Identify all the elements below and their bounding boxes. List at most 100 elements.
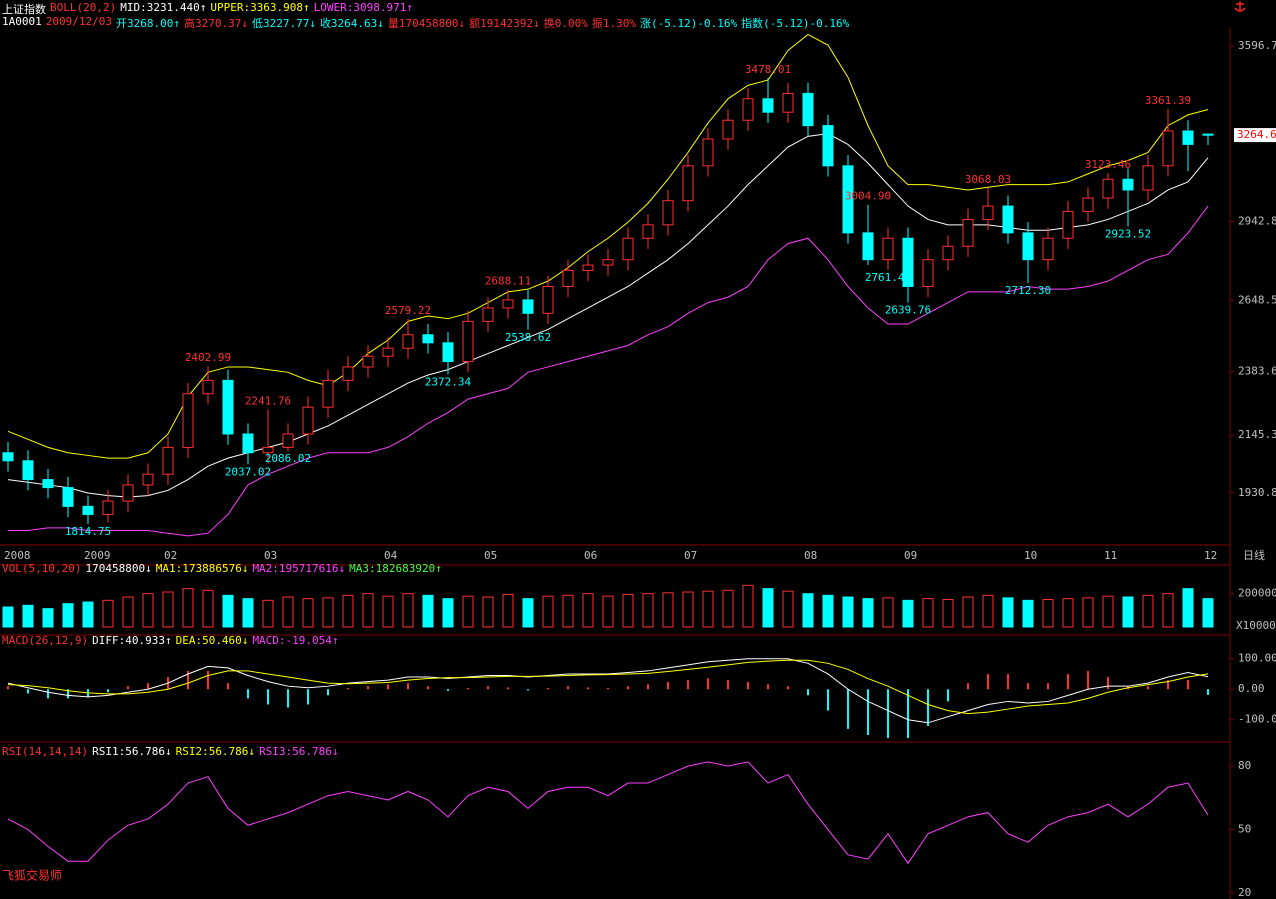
candle-body [722, 119, 734, 140]
volume-bar [182, 588, 194, 628]
x-tick-label: 02 [164, 549, 177, 562]
volume-bar [202, 589, 214, 628]
candle-body [62, 487, 74, 507]
candle-body [282, 433, 294, 448]
volume-bar [522, 598, 534, 628]
candle-body [562, 269, 574, 288]
candle-body [202, 379, 214, 395]
rsi-line [7, 761, 1209, 865]
extreme-label: 2538.62 [505, 331, 551, 344]
extreme-label: 2372.34 [425, 375, 472, 388]
volume-bar [422, 594, 434, 628]
candle-body [482, 307, 494, 322]
candle-body [962, 218, 974, 247]
indicator-header: MACD(26,12,9) DIFF:40.933↑ DEA:50.460↓ MACD… [2, 634, 339, 647]
candle-body [922, 259, 934, 288]
volume-bar [242, 598, 254, 628]
volume-bar [342, 594, 354, 628]
y-tick-label: 200000 [1238, 587, 1276, 600]
header-item: 涨(-5.12)-0.16% [640, 17, 738, 30]
candle-body [222, 379, 234, 435]
extreme-label: 2402.99 [185, 351, 231, 364]
candle-body [462, 320, 474, 363]
candle-body [102, 500, 114, 515]
candle-body [1042, 237, 1054, 261]
volume-bar [842, 596, 854, 628]
y-tick-label: 2145.3 [1238, 428, 1276, 441]
candle-body [302, 406, 314, 435]
candle-body [502, 299, 514, 309]
volume-bar [442, 598, 454, 628]
header-item: 量170458800↓ [387, 17, 466, 30]
header-item: MA3:182683920↑ [349, 562, 442, 575]
volume-bar [582, 593, 594, 628]
candle-body [402, 334, 414, 349]
volume-bar [142, 593, 154, 628]
y-tick-label: 2648.5 [1238, 293, 1276, 306]
volume-bar [622, 594, 634, 628]
header-item: 低3227.77↓ [251, 17, 316, 30]
candle-body [862, 232, 874, 261]
x-tick-label: 09 [904, 549, 917, 562]
x-tick-label: 03 [264, 549, 277, 562]
timeframe: 日线 [1243, 548, 1265, 562]
header-item: MA2:195717616↓ [252, 562, 346, 575]
candle-body [1002, 205, 1014, 234]
extreme-label: 2923.52 [1105, 228, 1151, 241]
candle-body [802, 92, 814, 127]
candle-body [2, 452, 14, 462]
extreme-label: 2037.02 [225, 465, 271, 478]
candle-body [342, 366, 354, 381]
brand: 飞狐交易师 [2, 868, 62, 883]
candle-body [322, 379, 334, 408]
header-item: 振1.30% [591, 17, 637, 30]
candle-body [1162, 130, 1174, 167]
candle-body [142, 473, 154, 486]
volume-bar [802, 593, 814, 628]
x-tick-label: 05 [484, 549, 497, 562]
header-item: 指数(-5.12)-0.16% [741, 17, 850, 30]
volume-bar [262, 599, 274, 628]
volume-bar [662, 592, 674, 628]
volume-bar [1162, 593, 1174, 628]
extreme-label: 2761.40 [865, 271, 911, 284]
candle-body [842, 165, 854, 234]
header-item: BOLL(20,2) [50, 1, 117, 14]
candle-body [602, 259, 614, 266]
header-item: MID:3231.440↑ [120, 1, 207, 14]
volume-bar [902, 599, 914, 628]
volume-bar [462, 595, 474, 628]
volume-bar [42, 608, 54, 628]
volume-bar [1082, 597, 1094, 628]
volume-bar [1002, 597, 1014, 628]
candle-body [782, 92, 794, 113]
candle-body [82, 505, 94, 515]
macd-line [7, 658, 1209, 724]
extreme-label: 2579.22 [385, 304, 431, 317]
x-tick-label: 11 [1104, 549, 1117, 562]
y-tick-label: 1930.8 [1238, 486, 1276, 499]
volume-bar [162, 591, 174, 628]
header-item: 2009/12/03 [45, 15, 112, 28]
header-item: DEA:50.460↓ [175, 634, 249, 647]
volume-bar [302, 598, 314, 628]
candle-body [702, 138, 714, 167]
volume-bar [402, 593, 414, 628]
volume-bar [982, 594, 994, 628]
candle-body [162, 446, 174, 475]
volume-bar [722, 589, 734, 628]
volume-bar [942, 599, 954, 628]
candle-body [22, 460, 34, 481]
boll-line [8, 205, 1209, 537]
candle-body [1022, 232, 1034, 261]
volume-bar [862, 598, 874, 628]
volume-bar [742, 584, 754, 628]
x-tick-label: 2009 [84, 549, 111, 562]
volume-bar [222, 594, 234, 628]
volume-bar [322, 597, 334, 628]
header-item: MACD(26,12,9) [2, 634, 89, 647]
header-item: RSI(14,14,14) [2, 745, 89, 758]
volume-bar [82, 601, 94, 628]
volume-bar [682, 591, 694, 628]
candle-body [242, 433, 254, 454]
